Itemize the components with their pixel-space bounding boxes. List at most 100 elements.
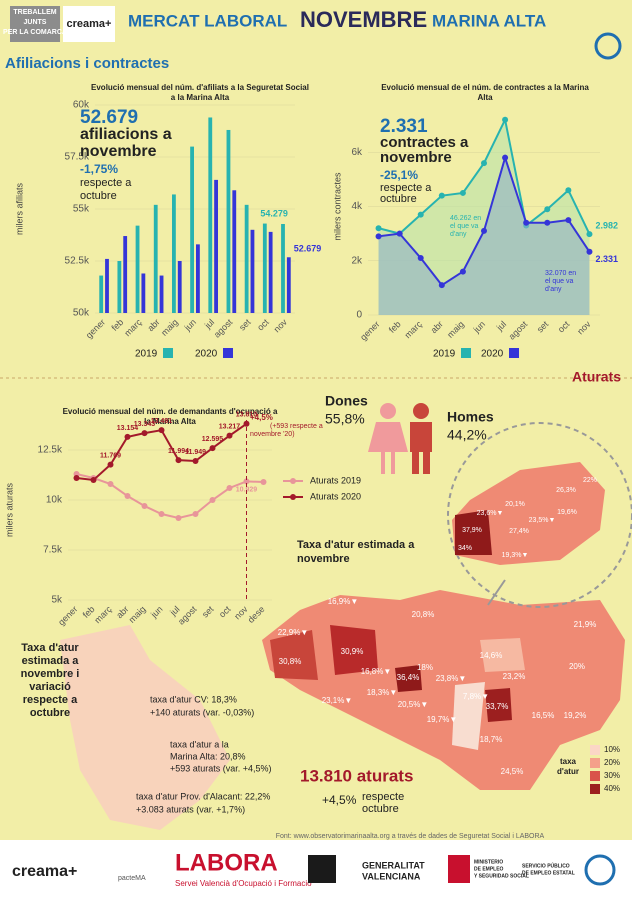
footer-logo: LABORA (175, 849, 278, 876)
bar (177, 261, 182, 313)
gender-label: Dones (325, 393, 368, 409)
region-stat: +3.083 aturats (var. +1,7%) (136, 804, 245, 814)
point (459, 189, 466, 196)
point (175, 515, 182, 521)
annotation: octubre (380, 193, 417, 205)
point (175, 457, 182, 464)
y-tick-label: 50k (73, 308, 90, 319)
point (107, 461, 114, 468)
bar (232, 190, 237, 313)
valencia-shape (60, 625, 230, 830)
region-stat: Marina Alta: 20,8% (170, 751, 246, 761)
annotation: +4,5% (250, 413, 273, 422)
title: MARINA ALTA (432, 11, 546, 30)
footer-eye (584, 854, 616, 886)
logo-box (10, 6, 60, 42)
map-label: 36,4% (397, 673, 420, 682)
y-tick-label: 2k (351, 255, 363, 266)
gender-share: 55,8% (325, 411, 365, 427)
man-icon (410, 422, 432, 474)
bar (141, 273, 146, 313)
y-tick-label: 4k (351, 201, 363, 212)
map-label: 24,5% (501, 767, 524, 776)
y-tick-label: 6k (351, 147, 363, 158)
legend-swatch (590, 745, 600, 755)
woman-icon (380, 403, 396, 419)
bar (117, 261, 122, 313)
legend-label: 2019 (135, 349, 158, 360)
region-title: estimada a (22, 655, 80, 667)
region-title: variació (29, 681, 71, 693)
region-stat: +140 aturats (var. -0,03%) (150, 707, 254, 717)
point (124, 433, 131, 440)
point (502, 154, 509, 161)
region-stat: taxa d'atur Prov. d'Alacant: 22,2% (136, 791, 270, 801)
chart-title: a la Marina Alta (171, 93, 230, 102)
chart-title: Evolució mensual del núm. de demandants … (63, 407, 278, 416)
total-change: +4,5% (322, 793, 357, 807)
annotation: (+593 respecte a (270, 423, 323, 430)
annotation: novembre (380, 149, 452, 166)
annotation: respecte a (380, 182, 432, 194)
point (243, 478, 250, 485)
point (141, 503, 148, 509)
point (158, 511, 165, 517)
legend-title: d'atur (557, 767, 579, 776)
chart-title: la Marina Alta (144, 417, 196, 426)
footer-mark (448, 855, 470, 883)
point (107, 481, 114, 487)
inset-label: 22% (583, 477, 597, 484)
man-icon (413, 403, 429, 419)
map-label: 18% (417, 663, 433, 672)
bar (208, 117, 213, 313)
legend-label: 10% (604, 745, 620, 754)
bar (172, 194, 176, 313)
legend-label: Aturats 2020 (310, 491, 361, 501)
map-dark (270, 630, 318, 680)
map-light (480, 638, 525, 672)
map-label: 18,3%▼ (367, 688, 398, 697)
inset-label: 23,6%▼ (477, 510, 504, 517)
legend-swatch (590, 758, 600, 768)
point (226, 432, 233, 439)
bar (226, 129, 231, 313)
point (396, 230, 403, 237)
value-label: 2.331 (595, 254, 618, 264)
annotation: -1,75% (80, 162, 118, 176)
map-title: novembre (297, 553, 350, 565)
footer-logo: VALENCIANA (362, 871, 421, 881)
bar (196, 244, 200, 313)
note: el que va (450, 223, 479, 230)
point (192, 511, 199, 517)
region-stat: +593 aturats (var. +4,5%) (170, 763, 272, 773)
annotation: respecte a (80, 177, 132, 189)
note: 32.070 en (545, 270, 576, 277)
point (565, 187, 572, 194)
region-title: octubre (30, 707, 70, 719)
footer-logo: MINISTERIO (474, 859, 503, 865)
legend-swatch (590, 784, 600, 794)
inset-label: 20,1% (505, 501, 525, 508)
value-label: 10.929 (236, 486, 258, 493)
inset-label: 19,6% (557, 509, 577, 516)
legend-label: 2020 (195, 349, 218, 360)
brand: creama+ (67, 18, 112, 30)
point (565, 217, 572, 224)
value-label: 52.679 (294, 244, 322, 254)
bar (250, 229, 255, 313)
value-label: 11.949 (185, 449, 206, 456)
section-title: Aturats (572, 369, 621, 385)
point (90, 477, 97, 483)
point (438, 282, 445, 289)
footer-logo: pacteMA (118, 875, 146, 882)
map-label: 30,9% (341, 647, 364, 656)
map-dark (330, 625, 378, 675)
note: 46.262 en (450, 215, 481, 222)
legend-title: taxa (560, 757, 577, 766)
footer-logo: DE EMPLEO (474, 866, 504, 872)
annotation: afiliacions a (80, 126, 172, 143)
note: el que va (545, 278, 574, 285)
map-label: 22,9%▼ (278, 628, 309, 637)
annotation: novembre (80, 143, 157, 160)
region-stat: taxa d'atur a la (170, 739, 229, 749)
